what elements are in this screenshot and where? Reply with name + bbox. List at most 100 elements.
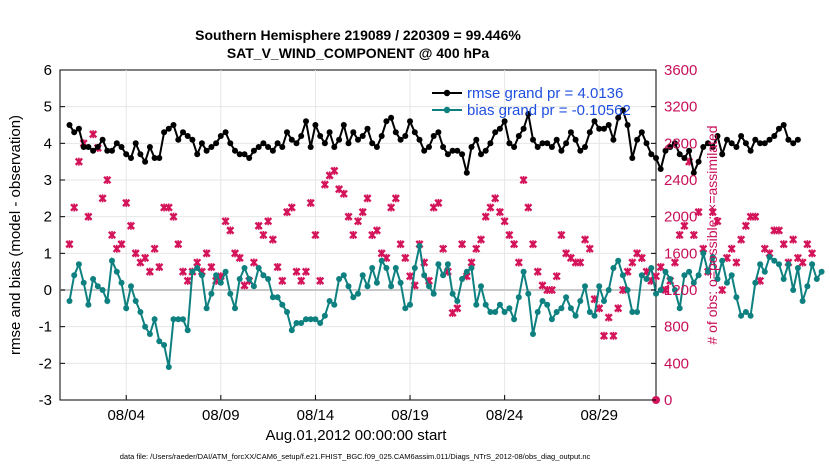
series-bias-point [194, 265, 201, 271]
series-bias-point [255, 265, 262, 271]
series-rmse-point [667, 144, 674, 150]
series-rmse-point [435, 129, 442, 136]
count-marker [694, 208, 703, 217]
count-marker [84, 212, 93, 221]
series-rmse-point [572, 136, 579, 143]
series-bias-point [411, 265, 418, 271]
count-marker [316, 276, 325, 285]
count-marker [604, 313, 613, 322]
count-marker [330, 166, 339, 175]
series-rmse-point [539, 140, 546, 147]
series-rmse-point [586, 129, 593, 136]
series-rmse-point [690, 169, 697, 176]
series-bias-point [553, 309, 560, 315]
series-rmse-point [250, 147, 257, 154]
rmse-series [66, 107, 801, 176]
series-bias-point [189, 268, 196, 275]
series-rmse-point [369, 140, 376, 147]
series-bias-point [539, 298, 546, 304]
count-marker [552, 272, 561, 281]
series-rmse-point [695, 158, 702, 165]
series-rmse-point [397, 136, 404, 143]
count-marker [391, 194, 400, 203]
series-bias-point [336, 276, 343, 282]
y-right-tick-label: 0 [664, 392, 672, 409]
count-marker [732, 258, 741, 267]
series-rmse-point [449, 147, 456, 154]
x-tick-label: 08/29 [580, 407, 618, 424]
series-rmse-point [128, 155, 134, 161]
count-marker [547, 285, 556, 295]
series-rmse-point [657, 166, 664, 172]
series-rmse-point [326, 129, 333, 136]
series-bias-point [662, 268, 669, 275]
count-marker [183, 276, 192, 285]
series-rmse-point [80, 144, 87, 150]
count-marker [372, 226, 381, 235]
count-marker [363, 194, 372, 203]
count-marker [510, 240, 519, 249]
series-bias-point [615, 257, 622, 264]
series-bias-point [487, 309, 494, 315]
series-rmse-point [724, 136, 730, 143]
x-tick-label: 08/09 [202, 407, 240, 424]
count-marker [514, 258, 523, 267]
series-bias-point [463, 268, 470, 275]
series-bias-point [610, 265, 617, 271]
series-bias-point [236, 276, 243, 282]
series-bias-point [180, 316, 186, 323]
series-bias-point [109, 257, 115, 264]
count-marker [774, 226, 784, 235]
series-bias-point [184, 327, 191, 334]
series-bias-point [567, 305, 574, 312]
count-marker [599, 331, 609, 340]
count-marker [155, 263, 164, 272]
series-rmse-point [85, 144, 92, 150]
x-tick-label: 08/19 [391, 407, 429, 424]
series-bias-point [534, 309, 541, 315]
series-rmse-point [317, 133, 324, 139]
series-bias-point [525, 290, 532, 297]
x-tick-label: 08/14 [297, 407, 335, 424]
series-rmse-point [161, 129, 168, 136]
series-rmse-point [118, 144, 125, 150]
y-tick-label: 0 [44, 282, 52, 299]
series-bias-point [298, 320, 305, 326]
series-bias-point [307, 316, 314, 323]
series-bias-point [274, 294, 281, 301]
count-marker [349, 230, 358, 240]
series-rmse-point [468, 144, 475, 150]
count-marker [524, 203, 533, 212]
count-marker [320, 180, 329, 189]
series-rmse-point [501, 118, 508, 125]
series-bias-point [151, 316, 158, 323]
series-rmse-point [459, 151, 466, 158]
count-marker [614, 304, 623, 313]
series-rmse-point [757, 140, 764, 147]
series-rmse-point [241, 151, 248, 158]
count-marker [618, 285, 627, 295]
count-marker [254, 221, 263, 230]
plot-area [59, 69, 657, 401]
count-marker [131, 249, 140, 258]
series-rmse-point [596, 125, 603, 132]
series-bias-point [605, 287, 612, 293]
y-tick-label: 1 [44, 245, 52, 262]
series-rmse-point [246, 155, 253, 161]
series-rmse-point [359, 133, 366, 139]
count-marker [235, 253, 244, 262]
series-bias-point [203, 305, 210, 312]
series-rmse-point [615, 114, 622, 121]
series-bias-point [771, 257, 778, 264]
series-bias-point [757, 261, 764, 268]
series-rmse-point [624, 122, 631, 128]
series-bias-point [359, 272, 366, 279]
series-rmse-point [298, 133, 305, 139]
series-bias-point [709, 254, 716, 260]
count-marker [297, 276, 306, 285]
series-bias-point [648, 265, 655, 271]
series-rmse-point [345, 140, 352, 147]
series-rmse-point [752, 136, 759, 143]
count-marker [789, 235, 798, 244]
